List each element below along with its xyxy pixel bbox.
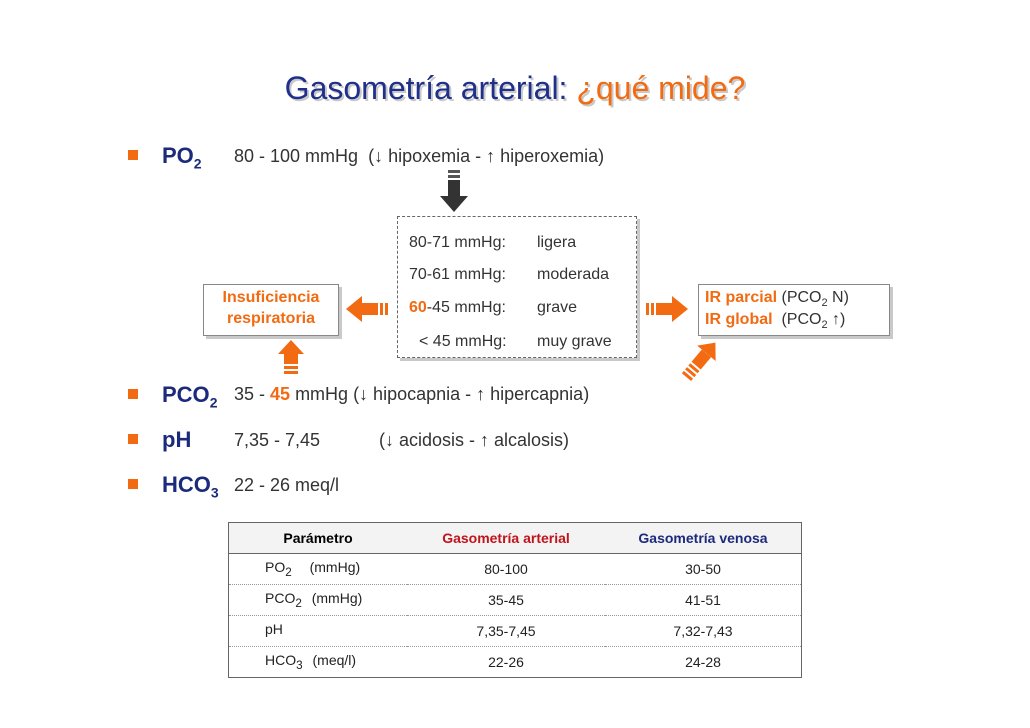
ph-desc: (↓ acidosis - ↑ alcalosis) — [379, 430, 570, 450]
table-cell-arterial: 80-100 — [407, 553, 605, 585]
table-cell-venosa: 7,32-7,43 — [605, 615, 802, 647]
ir-parcial: IR parcial (PCO2 N) — [705, 289, 849, 310]
page-title: Gasometría arterial: ¿qué mide? — [0, 70, 1030, 107]
table-row: PCO2 (mmHg) 35-45 41-51 — [228, 584, 802, 616]
table-cell-arterial: 22-26 — [407, 646, 605, 678]
severity-level-2: moderada — [537, 266, 610, 283]
insuficiencia-line2: respiratoria — [226, 310, 316, 327]
insuficiencia-line1: Insuficiencia — [222, 289, 320, 306]
severity-row-1: 80-71 mmHg: — [409, 234, 506, 251]
table-cell-arterial: 35-45 — [407, 584, 605, 616]
severity-level-3: grave — [537, 299, 578, 316]
table-row: HCO3 (meq/l) 22-26 24-28 — [228, 646, 802, 678]
bullet-square — [128, 479, 138, 489]
table-cell-param: PO2 (mmHg) — [228, 553, 407, 585]
table-row: PO2 (mmHg) 80-100 30-50 — [228, 553, 802, 585]
table-cell-param: PCO2 (mmHg) — [228, 584, 407, 616]
table-cell-venosa: 41-51 — [605, 584, 802, 616]
bullet-square — [128, 389, 138, 399]
table-cell-venosa: 30-50 — [605, 553, 802, 585]
bullet-square — [128, 150, 138, 160]
table-cell-arterial: 7,35-7,45 — [407, 615, 605, 647]
pco2-values: 35 - 45 mmHg (↓ hipocapnia - ↑ hipercapn… — [234, 384, 590, 404]
severity-level-1: ligera — [537, 234, 577, 251]
ph-label: pH — [162, 427, 192, 452]
table-header-row: Parámetro Gasometría arterial Gasometría… — [228, 522, 802, 554]
po2-label: PO2 — [162, 143, 202, 172]
parameters-table: Parámetro Gasometría arterial Gasometría… — [228, 522, 802, 678]
table-cell-param: pH — [228, 615, 407, 647]
table-cell-param: HCO3 (meq/l) — [228, 646, 407, 678]
table-header: Gasometría arterial — [407, 522, 605, 554]
arrow-down-icon — [440, 170, 468, 212]
severity-row-3: 60-45 mmHg: — [409, 299, 506, 316]
severity-row-2: 70-61 mmHg: — [409, 266, 506, 283]
arrow-right-icon — [646, 296, 688, 322]
severity-box — [397, 216, 637, 358]
table-header: Parámetro — [228, 522, 407, 554]
table-cell-venosa: 24-28 — [605, 646, 802, 678]
ph-range: 7,35 - 7,45 — [234, 430, 321, 450]
table-header: Gasometría venosa — [605, 522, 802, 554]
title-main: Gasometría arterial: — [284, 70, 568, 106]
ir-global: IR global (PCO2 ↑) — [705, 311, 846, 332]
hco3-range: 22 - 26 meq/l — [234, 475, 340, 495]
hco3-label: HCO3 — [162, 472, 219, 501]
arrow-diagonal-icon — [681, 342, 716, 381]
ir-box: IR parcial (PCO2 N) IR global (PCO2 ↑) — [698, 284, 890, 336]
po2-values: 80 - 100 mmHg (↓ hipoxemia - ↑ hiperoxem… — [234, 146, 605, 166]
arrow-up-icon — [278, 340, 304, 374]
severity-level-4: muy grave — [537, 333, 612, 350]
bullet-square — [128, 434, 138, 444]
severity-row-4: < 45 mmHg: — [419, 333, 507, 350]
insuficiencia-box: Insuficiencia respiratoria — [203, 284, 339, 336]
pco2-label: PCO2 — [162, 382, 218, 411]
table-row: pH 7,35-7,45 7,32-7,43 — [228, 615, 802, 647]
arrow-left-icon — [346, 296, 388, 322]
title-question: ¿qué mide? — [576, 70, 746, 106]
